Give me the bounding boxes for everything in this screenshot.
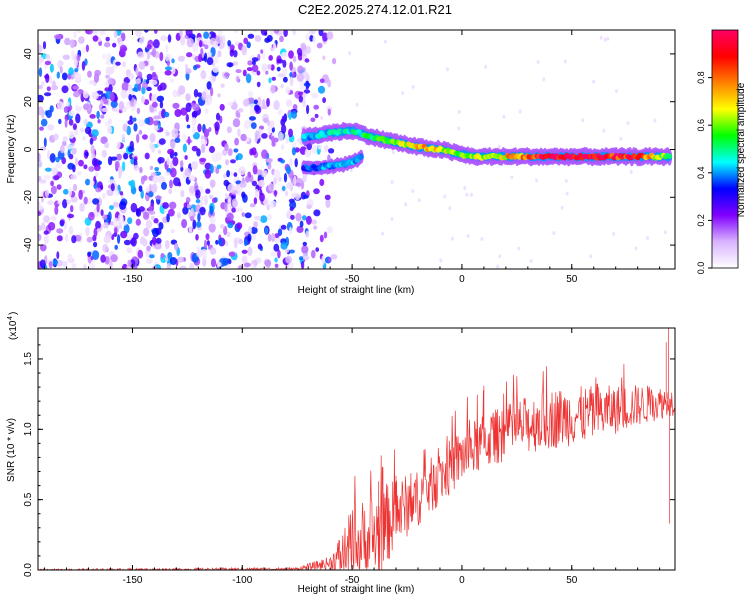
colorbar-tick-label: 0.4 bbox=[696, 167, 706, 180]
heatmap-x-tick-label: -150 bbox=[122, 274, 142, 285]
snr-y-axis-label: SNR (10 * v/v) bbox=[6, 418, 17, 482]
heatmap-x-axis-label: Height of straight line (km) bbox=[298, 285, 415, 296]
heatmap-x-tick-label: 0 bbox=[459, 274, 465, 285]
colorbar-tick-label: 0.2 bbox=[696, 214, 706, 227]
snr-y-tick-label: 1.5 bbox=[23, 352, 34, 366]
svg-text:(x10: (x10 bbox=[8, 320, 19, 340]
svg-text:): ) bbox=[8, 312, 19, 315]
colorbar-gradient bbox=[711, 29, 739, 269]
heatmap-x-tick-label: -100 bbox=[232, 274, 252, 285]
heatmap-y-tick-label: -20 bbox=[23, 190, 34, 205]
colorbar-tick-label: 0.6 bbox=[696, 119, 706, 132]
heatmap-y-tick-label: 20 bbox=[23, 96, 34, 108]
heatmap-y-tick-label: 40 bbox=[23, 48, 34, 60]
colorbar-label: Normalized spectral amplitude bbox=[736, 82, 747, 217]
snr-y-tick-label: 0.5 bbox=[23, 492, 34, 506]
snr-x-tick-label: -100 bbox=[232, 575, 252, 586]
colorbar-tick-label: 0.0 bbox=[696, 262, 706, 275]
snr-y-tick-label: 0.0 bbox=[23, 563, 34, 577]
colorbar-tick-label: 0.8 bbox=[696, 71, 706, 84]
heatmap-x-tick-label: 50 bbox=[566, 274, 578, 285]
heatmap-y-tick-label: 0 bbox=[23, 146, 34, 152]
heatmap-y-tick-label: -40 bbox=[23, 237, 34, 252]
snr-x-tick-label: 50 bbox=[566, 575, 578, 586]
colorbar: 0.0 0.2 0.4 0.6 0.8 bbox=[696, 29, 739, 275]
heatmap-plot: -150 -100 -50 0 50 -40 -20 0 20 40 bbox=[23, 29, 676, 285]
snr-x-axis-label: Height of straight line (km) bbox=[298, 584, 415, 595]
snr-x-tick-label: 0 bbox=[459, 575, 465, 586]
snr-x-tick-label: -150 bbox=[122, 575, 142, 586]
snr-y-tick-label: 1.0 bbox=[23, 422, 34, 436]
snr-x-tick-label: -50 bbox=[345, 575, 360, 586]
svg-text:4: 4 bbox=[7, 316, 14, 320]
snr-scale-note: (x10 4 ) bbox=[7, 312, 19, 340]
heatmap-x-tick-label: -50 bbox=[345, 274, 360, 285]
heatmap-y-axis-label: Frequency (Hz) bbox=[6, 115, 17, 184]
snr-frame bbox=[37, 327, 676, 571]
page-title: C2E2.2025.274.12.01.R21 bbox=[298, 2, 452, 17]
heatmap-cells bbox=[38, 30, 673, 269]
snr-line-plot: -150 -100 -50 0 50 0.0 0.5 1.0 1.5 bbox=[23, 327, 676, 586]
snr-series-line bbox=[37, 328, 676, 572]
